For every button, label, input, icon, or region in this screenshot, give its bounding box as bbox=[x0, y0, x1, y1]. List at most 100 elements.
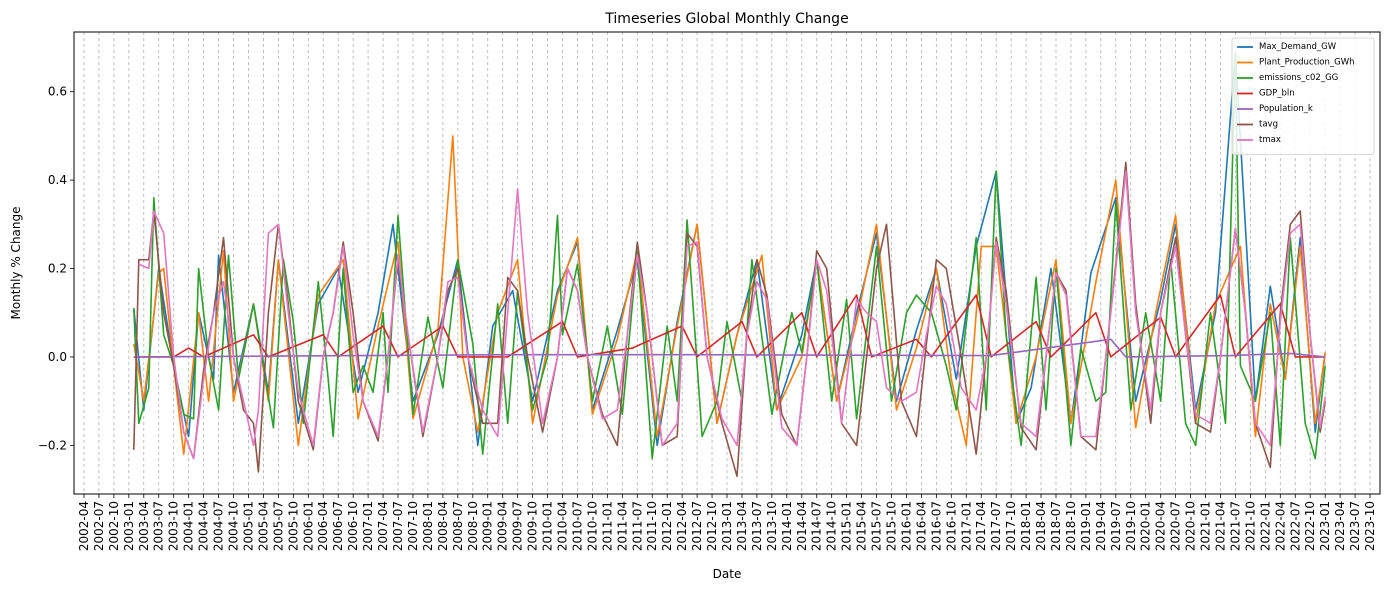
x-tick-label: 2008-07 bbox=[451, 501, 465, 551]
legend-box bbox=[1231, 37, 1375, 155]
x-tick-label: 2006-01 bbox=[301, 501, 315, 551]
series-line-emissions-c02-gg bbox=[133, 51, 1326, 460]
x-tick-label: 2015-01 bbox=[840, 501, 854, 551]
series-line-plant-production-gwh bbox=[133, 135, 1326, 455]
x-tick-label: 2015-10 bbox=[884, 501, 898, 551]
series-line-population-k bbox=[133, 338, 1326, 358]
x-tick-label: 2006-04 bbox=[316, 501, 330, 551]
x-axis-ticks: 2002-04 2002-07 2002-10 2003-01 2003-04 2003-… bbox=[77, 494, 1377, 551]
x-tick-label: 2004-10 bbox=[227, 501, 241, 551]
x-tick-label: 2017-07 bbox=[989, 501, 1003, 551]
x-tick-label: 2013-01 bbox=[720, 501, 734, 551]
x-tick-label: 2015-04 bbox=[855, 501, 869, 551]
x-tick-label: 2006-07 bbox=[331, 501, 345, 551]
x-tick-label: 2004-04 bbox=[197, 501, 211, 551]
legend-label: Max_Demand_GW bbox=[1259, 42, 1337, 52]
x-tick-label: 2014-01 bbox=[780, 501, 794, 551]
x-tick-label: 2019-01 bbox=[1079, 501, 1093, 551]
x-tick-label: 2017-10 bbox=[1004, 501, 1018, 551]
x-tick-label: 2016-07 bbox=[929, 501, 943, 551]
x-tick-label: 2006-10 bbox=[346, 501, 360, 551]
legend-label: tmax bbox=[1259, 135, 1281, 145]
x-tick-label: 2013-07 bbox=[750, 501, 764, 551]
x-tick-label: 2008-01 bbox=[421, 501, 435, 551]
x-tick-label: 2016-01 bbox=[899, 501, 913, 551]
x-tick-label: 2004-07 bbox=[212, 501, 226, 551]
y-axis-title: Monthly % Change bbox=[9, 206, 23, 319]
legend: Max_Demand_GW Plant_Production_GWhemissio… bbox=[1231, 37, 1375, 155]
x-tick-label: 2016-10 bbox=[944, 501, 958, 551]
x-tick-label: 2023-01 bbox=[1318, 501, 1332, 551]
x-tick-label: 2019-04 bbox=[1094, 501, 1108, 551]
x-tick-label: 2020-04 bbox=[1154, 501, 1168, 551]
legend-label: tavg bbox=[1259, 120, 1278, 130]
x-tick-label: 2008-10 bbox=[466, 501, 480, 551]
x-tick-label: 2012-04 bbox=[675, 501, 689, 551]
y-axis-ticks: −0.2 0.0 0.2 0.4 0.6 bbox=[38, 85, 74, 452]
x-tick-label: 2003-07 bbox=[152, 501, 166, 551]
x-tick-label: 2021-10 bbox=[1243, 501, 1257, 551]
series-line-gdp-bln bbox=[133, 294, 1326, 358]
x-tick-label: 2018-01 bbox=[1019, 501, 1033, 551]
x-axis-title: Date bbox=[713, 567, 742, 581]
x-tick-label: 2016-04 bbox=[914, 501, 928, 551]
x-tick-label: 2010-07 bbox=[570, 501, 584, 551]
x-grid bbox=[83, 32, 1371, 494]
x-tick-label: 2023-07 bbox=[1348, 501, 1362, 551]
x-tick-label: 2007-07 bbox=[391, 501, 405, 551]
y-tick-label: 0.2 bbox=[48, 262, 67, 276]
x-tick-label: 2020-10 bbox=[1184, 501, 1198, 551]
x-tick-label: 2012-10 bbox=[705, 501, 719, 551]
x-tick-label: 2002-07 bbox=[92, 501, 106, 551]
x-tick-label: 2004-01 bbox=[182, 501, 196, 551]
legend-label: GDP_bln bbox=[1259, 89, 1295, 99]
x-tick-label: 2022-01 bbox=[1258, 501, 1272, 551]
x-tick-label: 2018-10 bbox=[1064, 501, 1078, 551]
x-tick-label: 2014-10 bbox=[825, 501, 839, 551]
x-tick-label: 2010-04 bbox=[556, 501, 570, 551]
series-line-tmax bbox=[138, 170, 1326, 460]
legend-label: emissions_c02_GG bbox=[1259, 73, 1338, 83]
x-tick-label: 2005-10 bbox=[286, 501, 300, 551]
x-tick-label: 2011-01 bbox=[600, 501, 614, 551]
x-tick-label: 2014-04 bbox=[795, 501, 809, 551]
legend-label: Plant_Production_GWh bbox=[1259, 58, 1355, 68]
x-tick-label: 2021-01 bbox=[1199, 501, 1213, 551]
x-tick-label: 2020-01 bbox=[1139, 501, 1153, 551]
legend-label: Population_k bbox=[1259, 104, 1313, 114]
x-tick-label: 2010-01 bbox=[541, 501, 555, 551]
x-tick-label: 2005-04 bbox=[256, 501, 270, 551]
x-tick-label: 2003-10 bbox=[167, 501, 181, 551]
x-tick-label: 2003-01 bbox=[122, 501, 136, 551]
x-tick-label: 2022-10 bbox=[1303, 501, 1317, 551]
x-tick-label: 2017-04 bbox=[974, 501, 988, 551]
x-tick-label: 2009-07 bbox=[511, 501, 525, 551]
x-tick-label: 2002-10 bbox=[107, 501, 121, 551]
x-tick-label: 2005-01 bbox=[241, 501, 255, 551]
x-tick-label: 2014-07 bbox=[810, 501, 824, 551]
x-tick-label: 2019-10 bbox=[1124, 501, 1138, 551]
x-tick-label: 2007-01 bbox=[361, 501, 375, 551]
x-tick-label: 2008-04 bbox=[436, 501, 450, 551]
x-tick-label: 2010-10 bbox=[585, 501, 599, 551]
y-tick-label: 0.4 bbox=[48, 173, 67, 187]
x-tick-label: 2011-07 bbox=[630, 501, 644, 551]
x-tick-label: 2021-04 bbox=[1213, 501, 1227, 551]
x-tick-label: 2022-07 bbox=[1288, 501, 1302, 551]
x-tick-label: 2003-04 bbox=[137, 501, 151, 551]
x-tick-label: 2011-04 bbox=[615, 501, 629, 551]
x-tick-label: 2011-10 bbox=[645, 501, 659, 551]
x-tick-label: 2009-10 bbox=[526, 501, 540, 551]
x-tick-label: 2017-01 bbox=[959, 501, 973, 551]
x-tick-label: 2012-07 bbox=[690, 501, 704, 551]
x-tick-label: 2013-04 bbox=[735, 501, 749, 551]
x-tick-label: 2019-07 bbox=[1109, 501, 1123, 551]
x-tick-label: 2012-01 bbox=[660, 501, 674, 551]
x-tick-label: 2018-07 bbox=[1049, 501, 1063, 551]
x-tick-label: 2005-07 bbox=[271, 501, 285, 551]
x-tick-label: 2007-04 bbox=[376, 501, 390, 551]
x-tick-label: 2018-04 bbox=[1034, 501, 1048, 551]
y-tick-label: −0.2 bbox=[38, 438, 67, 452]
